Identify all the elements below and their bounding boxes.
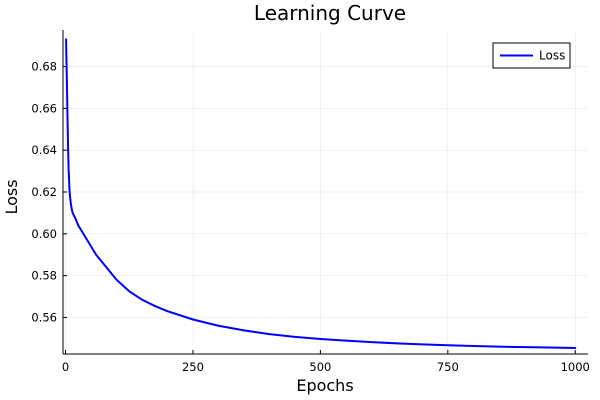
x-tick-label-3: 750 bbox=[437, 360, 459, 374]
x-tick-label-2: 500 bbox=[309, 360, 331, 374]
y-tick-label-5: 0.66 bbox=[31, 101, 57, 115]
x-axis-label: Epochs bbox=[296, 376, 353, 395]
series-group bbox=[65, 38, 577, 349]
legend: Loss bbox=[492, 42, 571, 69]
y-axis-label: Loss bbox=[2, 179, 21, 214]
y-tick-label-1: 0.58 bbox=[31, 269, 57, 283]
y-ticks: 0.56 0.58 0.60 0.62 0.64 0.66 0.68 bbox=[31, 60, 67, 324]
chart-title: Learning Curve bbox=[254, 1, 406, 25]
x-tick-label-0: 0 bbox=[62, 360, 69, 374]
grid bbox=[63, 30, 588, 354]
x-tick-label-4: 1000 bbox=[561, 360, 590, 374]
y-tick-label-2: 0.60 bbox=[31, 227, 57, 241]
y-tick-label-3: 0.62 bbox=[31, 185, 57, 199]
series-line-loss bbox=[65, 38, 577, 349]
legend-entry-loss: Loss bbox=[539, 49, 565, 63]
y-tick-label-4: 0.64 bbox=[31, 143, 57, 157]
y-tick-label-6: 0.68 bbox=[31, 60, 57, 74]
x-tick-label-1: 250 bbox=[182, 360, 204, 374]
x-ticks: 0 250 500 750 1000 bbox=[62, 350, 590, 374]
y-tick-label-0: 0.56 bbox=[31, 310, 57, 324]
